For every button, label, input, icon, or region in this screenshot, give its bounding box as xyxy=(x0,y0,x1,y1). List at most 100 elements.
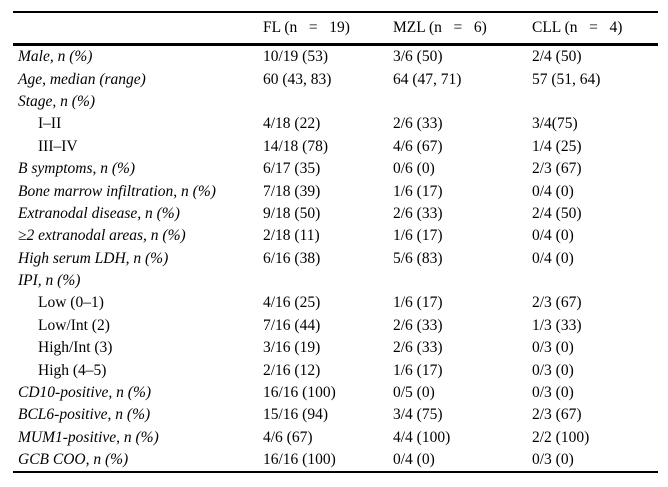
clinical-characteristics-table-container: FL (n = 19) MZL (n = 6) CLL (n = 4) Male… xyxy=(13,11,658,474)
table-row: Bone marrow infiltration, n (%) 7/18 (39… xyxy=(13,180,658,202)
row-label: IPI, n (%) xyxy=(18,272,81,290)
table-row: B symptoms, n (%) 6/17 (35) 0/6 (0) 2/3 … xyxy=(13,158,658,180)
cell-value: 2/4 (50) xyxy=(532,204,582,222)
table-header-row: FL (n = 19) MZL (n = 6) CLL (n = 4) xyxy=(13,12,658,45)
cell-value: 7/16 (44) xyxy=(263,316,321,334)
row-label: MUM1-positive, n (%) xyxy=(18,428,159,446)
table-row: GCB COO, n (%) 16/16 (100) 0/4 (0) 0/3 (… xyxy=(13,449,658,472)
row-label: III–IV xyxy=(38,137,78,155)
table-row: Stage, n (%) xyxy=(13,91,658,113)
row-label: High serum LDH, n (%) xyxy=(18,249,169,267)
cell-value: 1/6 (17) xyxy=(393,361,443,379)
cell-value: 16/16 (100) xyxy=(263,451,336,469)
cell-value: 2/16 (12) xyxy=(263,361,321,379)
header-fl: FL (n = 19) xyxy=(263,19,350,36)
cell-value: 0/4 (0) xyxy=(393,451,435,469)
row-label: High/Int (3) xyxy=(38,339,113,357)
table-row: High (4–5) 2/16 (12) 1/6 (17) 0/3 (0) xyxy=(13,359,658,381)
cell-value: 2/3 (67) xyxy=(532,406,582,424)
row-label: B symptoms, n (%) xyxy=(18,160,136,178)
cell-value: 4/6 (67) xyxy=(263,428,313,446)
cell-value: 3/6 (50) xyxy=(393,48,443,66)
cell-value: 64 (47, 71) xyxy=(393,70,462,88)
cell-value xyxy=(532,91,658,113)
cell-value: 0/4 (0) xyxy=(532,249,574,267)
cell-value: 0/3 (0) xyxy=(532,451,574,469)
table-row: MUM1-positive, n (%) 4/6 (67) 4/4 (100) … xyxy=(13,427,658,449)
cell-value: 0/3 (0) xyxy=(532,361,574,379)
table-row: Low (0–1) 4/16 (25) 1/6 (17) 2/3 (67) xyxy=(13,292,658,314)
row-label: GCB COO, n (%) xyxy=(18,451,129,469)
cell-value: 2/6 (33) xyxy=(393,204,443,222)
row-label: Low (0–1) xyxy=(38,294,104,312)
table-row: CD10-positive, n (%) 16/16 (100) 0/5 (0)… xyxy=(13,382,658,404)
cell-value: 1/4 (25) xyxy=(532,137,582,155)
cell-value: 4/6 (67) xyxy=(393,137,443,155)
cell-value: 10/19 (53) xyxy=(263,48,329,66)
cell-value: 6/17 (35) xyxy=(263,160,321,178)
table-row: Low/Int (2) 7/16 (44) 2/6 (33) 1/3 (33) xyxy=(13,315,658,337)
cell-value xyxy=(532,270,658,292)
cell-value: 0/5 (0) xyxy=(393,384,435,402)
cell-value: 60 (43, 83) xyxy=(263,70,332,88)
cell-value: 15/16 (94) xyxy=(263,406,329,424)
cell-value: 57 (51, 64) xyxy=(532,70,601,88)
cell-value xyxy=(393,270,532,292)
cell-value: 2/3 (67) xyxy=(532,294,582,312)
table-row: ≥2 extranodal areas, n (%) 2/18 (11) 1/6… xyxy=(13,225,658,247)
cell-value: 7/18 (39) xyxy=(263,182,321,200)
cell-value: 4/4 (100) xyxy=(393,428,451,446)
table-row: High serum LDH, n (%) 6/16 (38) 5/6 (83)… xyxy=(13,248,658,270)
cell-value: 3/4(75) xyxy=(532,115,578,133)
row-label: Bone marrow infiltration, n (%) xyxy=(18,182,216,200)
cell-value: 9/18 (50) xyxy=(263,204,321,222)
cell-value: 2/18 (11) xyxy=(263,227,320,245)
cell-value: 1/6 (17) xyxy=(393,182,443,200)
row-label: CD10-positive, n (%) xyxy=(18,384,152,402)
cell-value: 2/6 (33) xyxy=(393,339,443,357)
cell-value: 2/6 (33) xyxy=(393,316,443,334)
cell-value: 0/4 (0) xyxy=(532,182,574,200)
cell-value: 1/6 (17) xyxy=(393,294,443,312)
row-label: Extranodal disease, n (%) xyxy=(18,204,180,222)
cell-value: 5/6 (83) xyxy=(393,249,443,267)
cell-value: 0/4 (0) xyxy=(532,227,574,245)
table-row: I–II 4/18 (22) 2/6 (33) 3/4(75) xyxy=(13,113,658,135)
row-label: Age, median (range) xyxy=(18,70,146,88)
cell-value: 1/3 (33) xyxy=(532,316,582,334)
header-empty-cell xyxy=(13,12,263,45)
cell-value: 2/3 (67) xyxy=(532,160,582,178)
row-label: ≥2 extranodal areas, n (%) xyxy=(18,227,186,245)
header-cll: CLL (n = 4) xyxy=(532,19,623,36)
cell-value: 3/16 (19) xyxy=(263,339,321,357)
row-label: Stage, n (%) xyxy=(18,92,96,110)
cell-value xyxy=(263,270,393,292)
header-mzl: MZL (n = 6) xyxy=(393,19,487,36)
cell-value: 0/6 (0) xyxy=(393,160,435,178)
cell-value xyxy=(263,91,393,113)
cell-value: 2/2 (100) xyxy=(532,428,590,446)
cell-value xyxy=(393,91,532,113)
table-row: BCL6-positive, n (%) 15/16 (94) 3/4 (75)… xyxy=(13,404,658,426)
table-row: III–IV 14/18 (78) 4/6 (67) 1/4 (25) xyxy=(13,136,658,158)
cell-value: 4/18 (22) xyxy=(263,115,321,133)
cell-value: 2/6 (33) xyxy=(393,115,443,133)
cell-value: 1/6 (17) xyxy=(393,227,443,245)
table-row: IPI, n (%) xyxy=(13,270,658,292)
row-label: BCL6-positive, n (%) xyxy=(18,406,151,424)
cell-value: 14/18 (78) xyxy=(263,137,329,155)
row-label: I–II xyxy=(38,115,62,133)
cell-value: 0/3 (0) xyxy=(532,339,574,357)
cell-value: 0/3 (0) xyxy=(532,384,574,402)
clinical-characteristics-table: FL (n = 19) MZL (n = 6) CLL (n = 4) Male… xyxy=(13,11,658,474)
table-row: Extranodal disease, n (%) 9/18 (50) 2/6 … xyxy=(13,203,658,225)
cell-value: 2/4 (50) xyxy=(532,48,582,66)
cell-value: 4/16 (25) xyxy=(263,294,321,312)
cell-value: 16/16 (100) xyxy=(263,384,336,402)
cell-value: 6/16 (38) xyxy=(263,249,321,267)
table-row: High/Int (3) 3/16 (19) 2/6 (33) 0/3 (0) xyxy=(13,337,658,359)
table-row: Age, median (range) 60 (43, 83) 64 (47, … xyxy=(13,68,658,90)
row-label: High (4–5) xyxy=(38,361,107,379)
table-row: Male, n (%) 10/19 (53) 3/6 (50) 2/4 (50) xyxy=(13,45,658,69)
row-label: Male, n (%) xyxy=(18,48,93,66)
